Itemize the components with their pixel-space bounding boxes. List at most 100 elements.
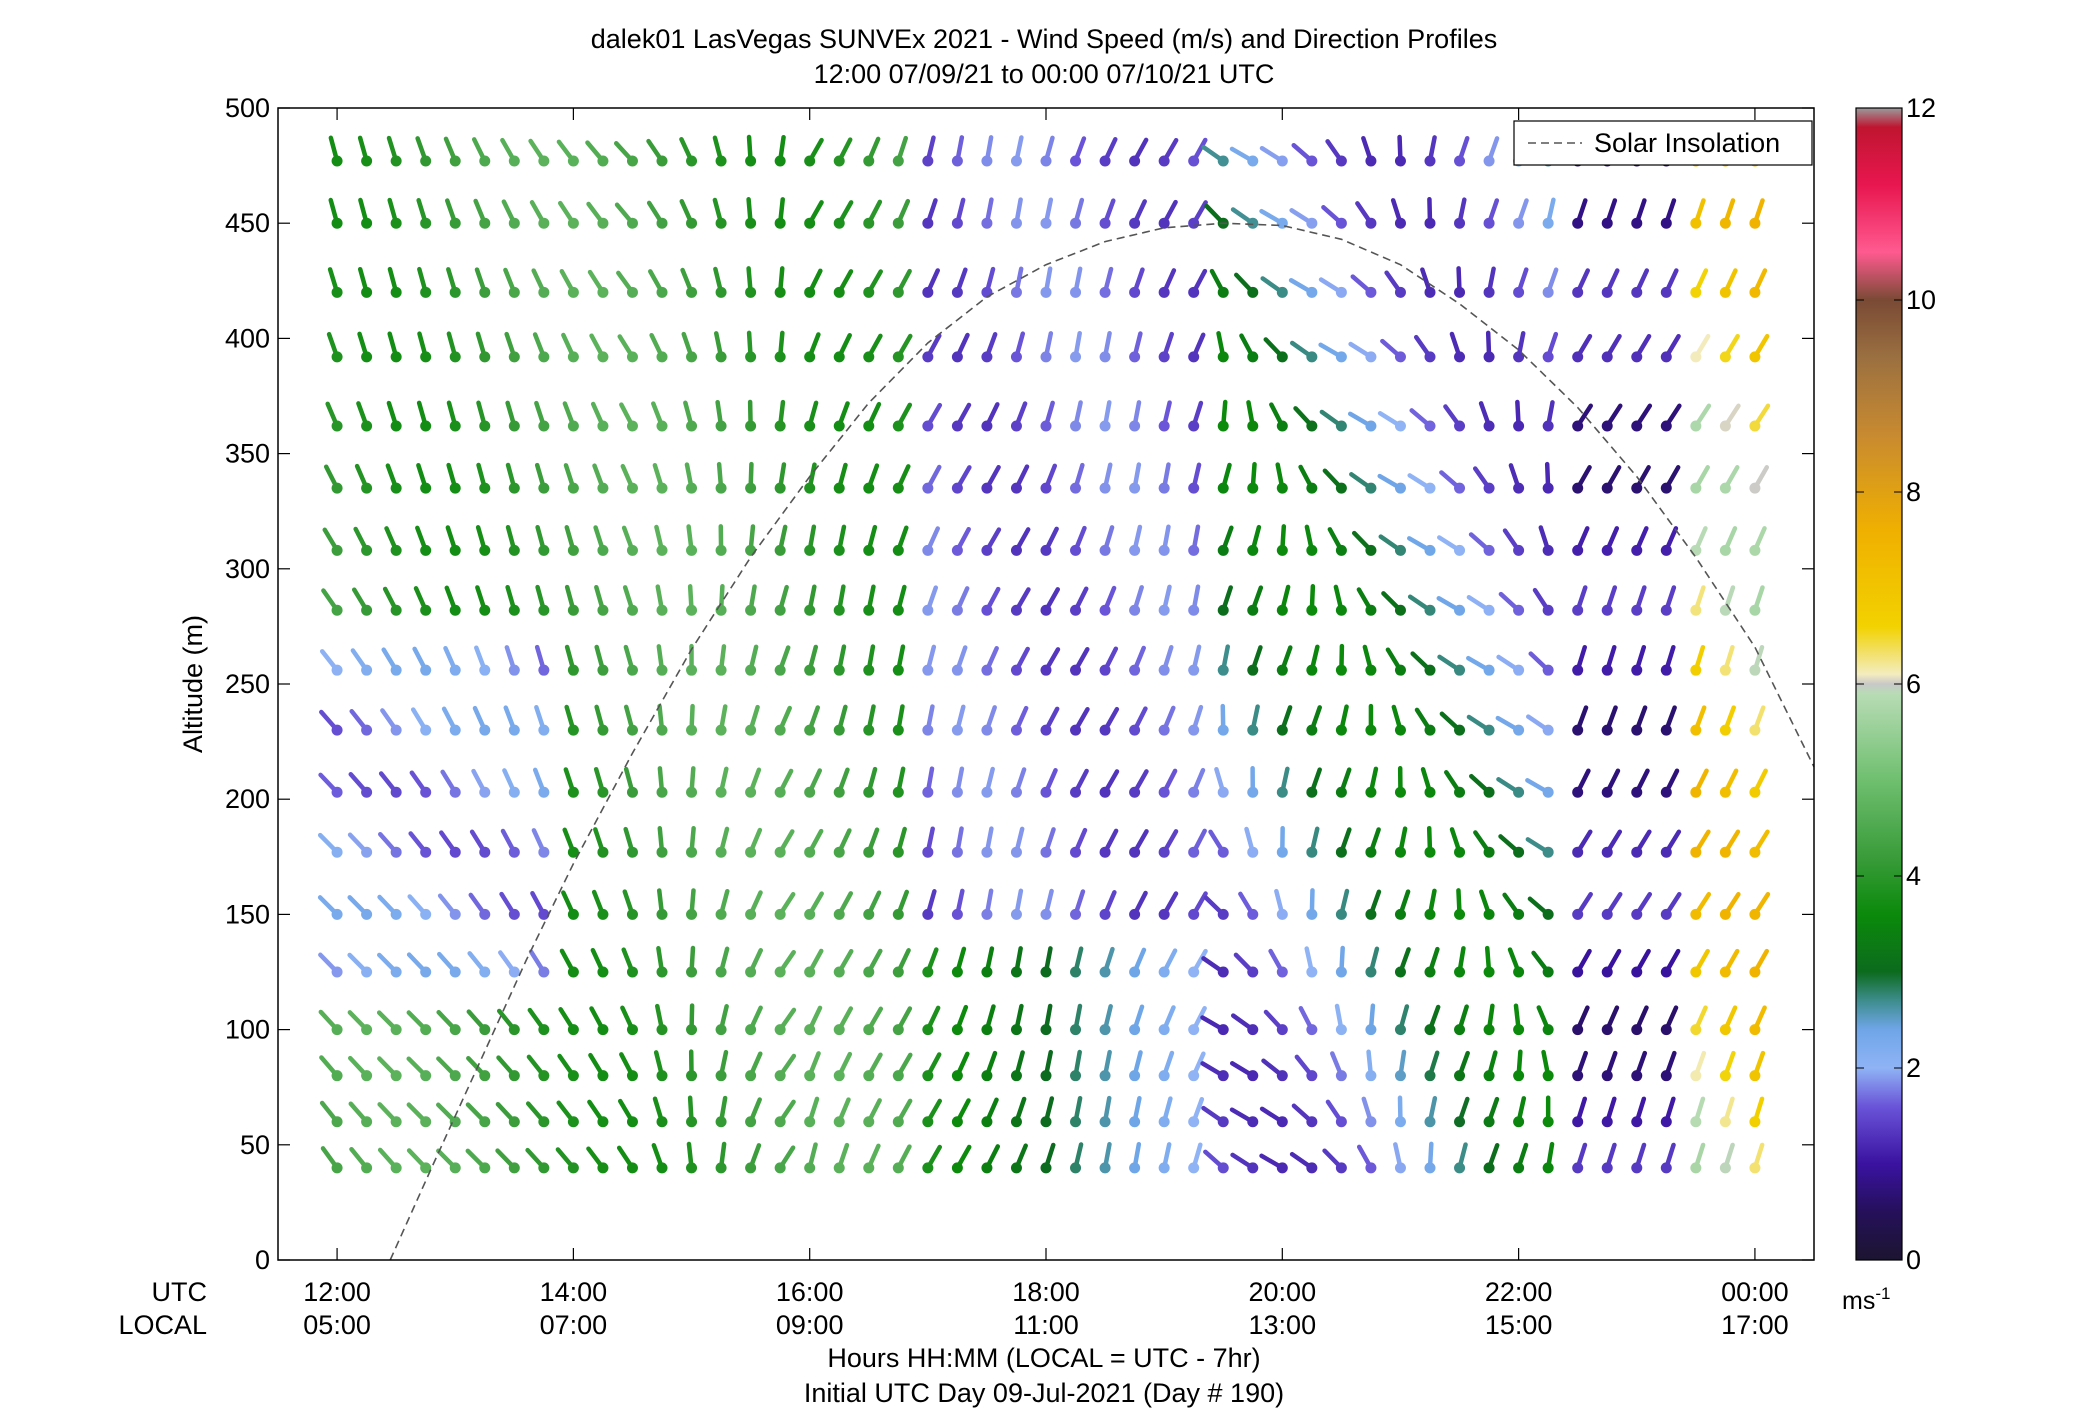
x-tick-label-utc: 22:00: [1485, 1277, 1553, 1307]
wind-barb: [804, 200, 824, 229]
wind-barb-dot: [833, 482, 845, 494]
wind-barb-dot: [1424, 217, 1436, 229]
colorbar-tick-label: 10: [1906, 285, 1936, 315]
wind-barb: [774, 1099, 796, 1128]
wind-barb-dot: [1306, 482, 1318, 494]
wind-barb: [863, 704, 876, 736]
wind-barb-dot: [567, 966, 579, 978]
wind-barb: [1276, 645, 1293, 676]
wind-barb: [833, 462, 848, 494]
wind-barb-dot: [863, 351, 875, 363]
wind-barb: [922, 333, 942, 363]
wind-barb: [1473, 830, 1495, 858]
wind-barb-dot: [922, 286, 934, 298]
wind-barb-dot: [1129, 664, 1141, 676]
wind-barb-dot: [1247, 1116, 1259, 1128]
wind-barb-dot: [1454, 1116, 1466, 1128]
wind-barb-dot: [597, 351, 609, 363]
wind-barb-dot: [1601, 217, 1613, 229]
wind-barb: [589, 1006, 609, 1036]
wind-barb-dot: [390, 155, 402, 167]
wind-barb: [1542, 197, 1556, 229]
wind-barb-dot: [656, 1070, 668, 1082]
wind-barb: [1099, 946, 1115, 978]
wind-barb: [892, 135, 909, 167]
wind-barb: [589, 333, 609, 363]
wind-barb-dot: [1188, 1116, 1200, 1128]
wind-barb: [1010, 888, 1024, 920]
wind-barb: [467, 951, 491, 978]
wind-barb: [1247, 645, 1263, 676]
wind-barb-dot: [1365, 155, 1377, 167]
x-tick-label-utc: 16:00: [776, 1277, 844, 1307]
wind-barb: [587, 269, 609, 298]
wind-barb-dot: [1070, 604, 1082, 616]
wind-barb-dot: [390, 786, 402, 798]
wind-barb-dot: [1483, 420, 1495, 432]
wind-barb-dot: [774, 724, 786, 736]
x-tick-label-local: 11:00: [1013, 1310, 1079, 1340]
wind-barb-dot: [1483, 482, 1495, 494]
wind-barb-dot: [1483, 1162, 1495, 1174]
wind-barb-dot: [420, 217, 432, 229]
wind-barb-dot: [1719, 1070, 1731, 1082]
wind-barb-dot: [892, 724, 904, 736]
wind-barb: [804, 137, 824, 167]
wind-barb-dot: [686, 1162, 698, 1174]
wind-barb: [1572, 198, 1588, 229]
wind-barb: [466, 1055, 491, 1082]
y-tick-label: 50: [240, 1130, 270, 1160]
wind-barb-dot: [479, 786, 491, 798]
wind-barb: [679, 199, 698, 229]
wind-barb: [446, 400, 461, 432]
wind-barb: [469, 829, 491, 858]
wind-barb: [774, 1145, 796, 1174]
wind-barb-dot: [1306, 155, 1318, 167]
wind-barb-dot: [1247, 786, 1259, 798]
x-tick-label-local: 09:00: [776, 1310, 844, 1340]
wind-barb-dot: [1188, 420, 1200, 432]
wind-barb-dot: [922, 217, 934, 229]
wind-barb-dot: [597, 155, 609, 167]
wind-barb-dot: [479, 966, 491, 978]
wind-barb-dot: [1631, 908, 1643, 920]
wind-barb-dot: [1158, 966, 1170, 978]
wind-barb: [417, 331, 432, 363]
wind-barb-dot: [1454, 1070, 1466, 1082]
wind-barb-dot: [626, 155, 638, 167]
wind-barb-dot: [1070, 966, 1082, 978]
wind-barb-dot: [804, 1070, 816, 1082]
wind-barb-dot: [1513, 217, 1525, 229]
wind-barb-dot: [1749, 604, 1761, 616]
wind-barb-dot: [774, 908, 786, 920]
wind-barb-dot: [1040, 420, 1052, 432]
wind-barb-dot: [1335, 1024, 1347, 1036]
wind-barb: [613, 141, 638, 167]
wind-barb-dot: [1572, 786, 1584, 798]
wind-barb: [833, 828, 852, 858]
wind-barb-dot: [1483, 664, 1495, 676]
wind-barb: [350, 648, 373, 676]
wind-barb-dot: [1335, 846, 1347, 858]
wind-barb-dot: [508, 664, 520, 676]
wind-barb-dot: [1660, 1162, 1672, 1174]
colorbar-unit: ms-1: [1842, 1284, 1890, 1315]
wind-barb: [1201, 1105, 1229, 1128]
wind-barb: [1040, 135, 1055, 167]
wind-barb-dot: [1040, 966, 1052, 978]
wind-barb: [1129, 1004, 1145, 1036]
wind-barb-dot: [715, 1116, 727, 1128]
wind-barb-dot: [567, 724, 579, 736]
wind-barb-dot: [1365, 966, 1377, 978]
wind-barb-dot: [1010, 908, 1022, 920]
wind-barb-dot: [1572, 908, 1584, 920]
wind-barb: [1601, 465, 1622, 494]
wind-barb: [1719, 465, 1740, 494]
wind-barb-dot: [567, 544, 579, 556]
wind-barb-dot: [361, 420, 373, 432]
wind-barb: [349, 1146, 373, 1174]
wind-barb-dot: [508, 908, 520, 920]
wind-barb-dot: [1129, 786, 1141, 798]
wind-barb-dot: [597, 786, 609, 798]
